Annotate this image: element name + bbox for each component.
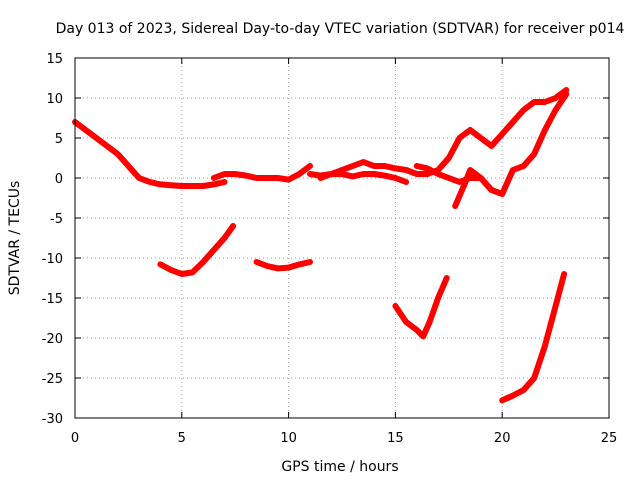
y-tick-label: 15: [46, 52, 63, 67]
y-tick-label: -10: [42, 252, 63, 267]
y-tick-label: -25: [42, 372, 63, 387]
y-tick-label: -5: [50, 212, 63, 227]
series-trace-h: [157, 223, 237, 277]
x-tick-label: 20: [494, 431, 511, 446]
series-trace-b: [210, 163, 313, 183]
y-tick-label: 5: [55, 132, 63, 147]
y-axis-label: SDTVAR / TECUs: [7, 181, 23, 296]
y-tick-label: 0: [55, 172, 63, 187]
data-series: [72, 87, 570, 404]
x-tick-label: 25: [601, 431, 618, 446]
x-tick-label: 10: [280, 431, 297, 446]
y-tick-label: -15: [42, 292, 63, 307]
series-trace-a: [72, 119, 228, 189]
series-trace-g: [452, 167, 506, 209]
x-tick-label: 0: [71, 431, 79, 446]
series-trace-k: [499, 271, 568, 404]
x-tick-label: 5: [178, 431, 186, 446]
y-tick-label: 10: [46, 92, 63, 107]
axis-ticks: 0 5 10 15 20 25 -30 -25 -20 -15 -10 -5 0 5 10 15: [42, 52, 618, 446]
plot-frame: [74, 57, 610, 419]
series-trace-j: [392, 275, 450, 340]
series-trace-i: [253, 259, 313, 272]
x-axis-label: GPS time / hours: [281, 459, 398, 475]
chart-title: Day 013 of 2023, Sidereal Day-to-day VTE…: [56, 21, 625, 37]
x-tick-label: 15: [387, 431, 404, 446]
grid: [75, 58, 609, 418]
y-tick-label: -30: [42, 412, 63, 427]
y-tick-label: -20: [42, 332, 63, 347]
